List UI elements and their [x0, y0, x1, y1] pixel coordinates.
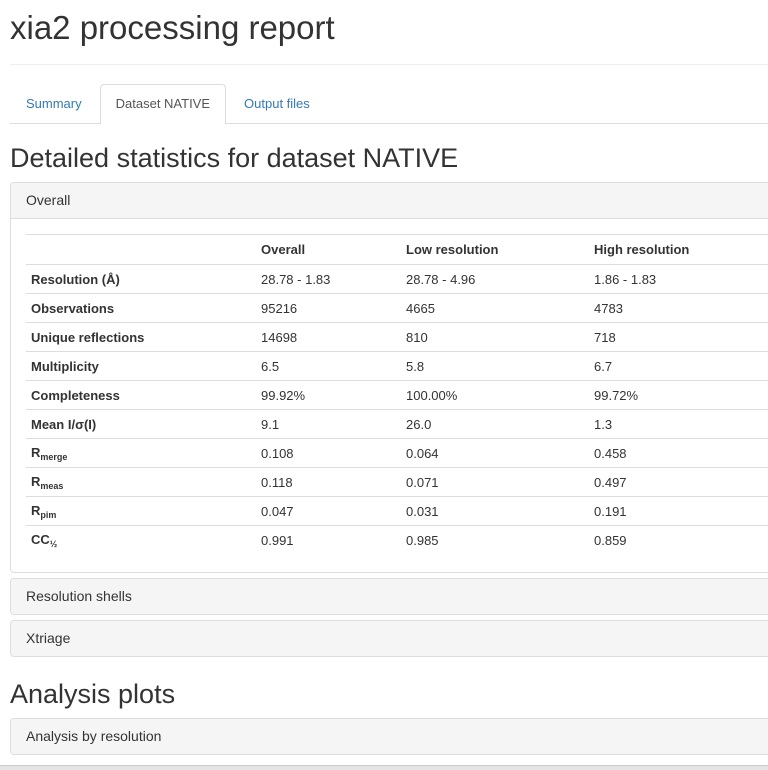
overall-panel-body: Overall Low resolution High resolution R… [11, 219, 768, 572]
overall-panel: Overall Overall Low resolution High reso… [10, 182, 768, 573]
row-label: CC½ [26, 525, 256, 554]
cell-high-resolution: 4783 [589, 293, 768, 323]
cell-low-resolution: 810 [401, 322, 589, 352]
xtriage-panel-heading[interactable]: Xtriage [11, 621, 768, 656]
table-row: Rmerge 0.108 0.064 0.458 [26, 438, 768, 468]
cell-low-resolution: 4665 [401, 293, 589, 323]
tab-summary[interactable]: Summary [26, 96, 82, 111]
tab-bar: Summary Dataset NATIVE Output files [10, 84, 768, 125]
cell-high-resolution: 0.458 [589, 438, 768, 468]
cell-high-resolution: 1.86 - 1.83 [589, 264, 768, 294]
cell-low-resolution: 0.071 [401, 467, 589, 497]
row-label: Completeness [26, 380, 256, 410]
column-header-overall: Overall [256, 234, 401, 265]
cell-overall: 0.991 [256, 525, 401, 554]
table-row: Mean I/σ(I) 9.1 26.0 1.3 [26, 409, 768, 439]
cell-high-resolution: 718 [589, 322, 768, 352]
cell-low-resolution: 0.985 [401, 525, 589, 554]
column-header-metric [26, 234, 256, 265]
horizontal-scrollbar[interactable] [0, 765, 768, 770]
table-row: CC½ 0.991 0.985 0.859 [26, 525, 768, 554]
analysis-by-resolution-panel-heading[interactable]: Analysis by resolution [11, 719, 768, 754]
cell-low-resolution: 28.78 - 4.96 [401, 264, 589, 294]
cell-low-resolution: 0.064 [401, 438, 589, 468]
overall-panel-heading[interactable]: Overall [11, 183, 768, 219]
cell-high-resolution: 1.3 [589, 409, 768, 439]
resolution-shells-panel: Resolution shells [10, 578, 768, 615]
cell-overall: 28.78 - 1.83 [256, 264, 401, 294]
row-label: Multiplicity [26, 351, 256, 381]
cell-low-resolution: 5.8 [401, 351, 589, 381]
column-header-low-resolution: Low resolution [401, 234, 589, 265]
cell-high-resolution: 0.859 [589, 525, 768, 554]
cell-high-resolution: 0.497 [589, 467, 768, 497]
row-label: Resolution (Å) [26, 264, 256, 294]
overall-stats-table: Overall Low resolution High resolution R… [26, 234, 768, 554]
table-row: Rpim 0.047 0.031 0.191 [26, 496, 768, 526]
cell-overall: 99.92% [256, 380, 401, 410]
row-label: Rmeas [26, 467, 256, 497]
cell-overall: 95216 [256, 293, 401, 323]
cell-high-resolution: 6.7 [589, 351, 768, 381]
row-label: Rmerge [26, 438, 256, 468]
table-row: Completeness 99.92% 100.00% 99.72% [26, 380, 768, 410]
column-header-high-resolution: High resolution [589, 234, 768, 265]
table-row: Unique reflections 14698 810 718 [26, 322, 768, 352]
detailed-statistics-title: Detailed statistics for dataset NATIVE [10, 143, 459, 173]
row-label: Observations [26, 293, 256, 323]
page-title: xia2 processing report [10, 9, 335, 46]
row-label: Rpim [26, 496, 256, 526]
cell-high-resolution: 0.191 [589, 496, 768, 526]
resolution-shells-panel-heading[interactable]: Resolution shells [11, 579, 768, 614]
table-row: Resolution (Å) 28.78 - 1.83 28.78 - 4.96… [26, 264, 768, 294]
tab-dataset-native[interactable]: Dataset NATIVE [99, 84, 227, 125]
row-label: Unique reflections [26, 322, 256, 352]
xtriage-panel: Xtriage [10, 620, 768, 657]
cell-high-resolution: 99.72% [589, 380, 768, 410]
table-row: Observations 95216 4665 4783 [26, 293, 768, 323]
cell-overall: 0.047 [256, 496, 401, 526]
table-header-row: Overall Low resolution High resolution [26, 234, 768, 265]
analysis-by-resolution-panel: Analysis by resolution [10, 718, 768, 755]
cell-overall: 0.108 [256, 438, 401, 468]
cell-low-resolution: 26.0 [401, 409, 589, 439]
cell-overall: 9.1 [256, 409, 401, 439]
table-row: Multiplicity 6.5 5.8 6.7 [26, 351, 768, 381]
page-header: xia2 processing report [10, 0, 768, 65]
cell-overall: 0.118 [256, 467, 401, 497]
table-row: Rmeas 0.118 0.071 0.497 [26, 467, 768, 497]
tab-output-files[interactable]: Output files [244, 96, 310, 111]
analysis-plots-title: Analysis plots [10, 679, 176, 709]
cell-low-resolution: 100.00% [401, 380, 589, 410]
cell-overall: 14698 [256, 322, 401, 352]
row-label: Mean I/σ(I) [26, 409, 256, 439]
cell-low-resolution: 0.031 [401, 496, 589, 526]
cell-overall: 6.5 [256, 351, 401, 381]
